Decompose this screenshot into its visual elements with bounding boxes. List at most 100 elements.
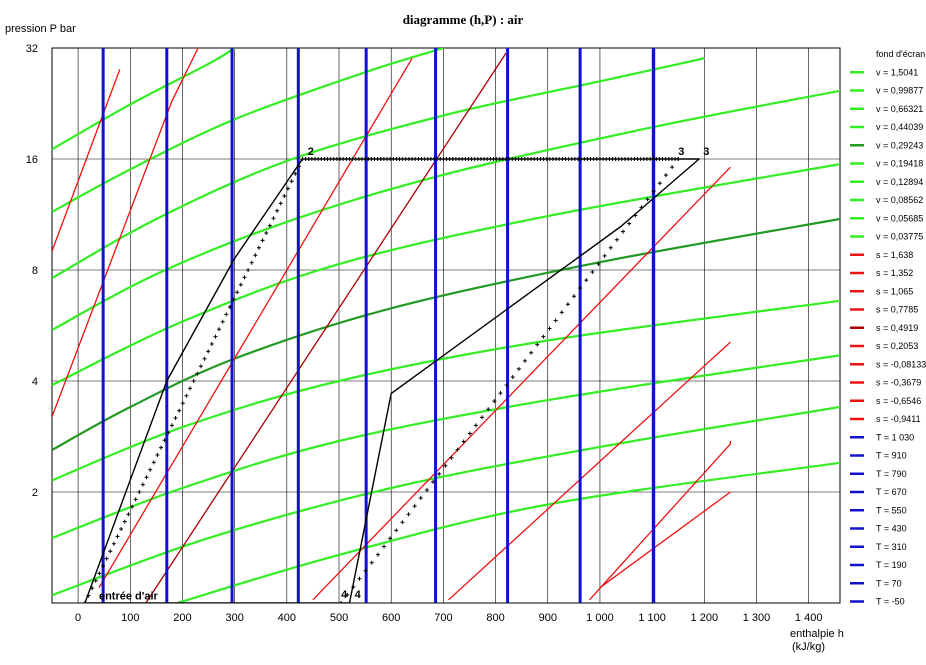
marker-plus: [663, 173, 668, 178]
isochore-line: [52, 354, 840, 540]
y-axis-label: pression P bar: [5, 23, 76, 35]
marker-plus: [267, 223, 272, 228]
marker-plus: [166, 430, 171, 435]
legend-label: T = 430: [876, 524, 907, 534]
marker-plus: [572, 294, 577, 299]
marker-plus: [639, 205, 644, 210]
marker-plus: [627, 221, 632, 226]
isochore-line: [52, 163, 840, 387]
x-axis-unit: (kJ/kg): [792, 641, 825, 653]
marker-plus: [553, 318, 558, 323]
marker-plus: [162, 438, 167, 443]
marker-plus: [363, 568, 368, 573]
legend-label: s = -0,9411: [876, 414, 921, 424]
isentrope-line: [52, 69, 121, 252]
isentrope-line: [589, 441, 732, 601]
marker-plus: [375, 552, 380, 557]
marker-plus: [565, 302, 570, 307]
marker-plus: [101, 564, 106, 568]
marker-plus: [177, 408, 182, 413]
marker-plus: [602, 253, 607, 258]
marker-plus: [82, 601, 87, 603]
marker-plus: [242, 275, 247, 280]
marker-plus: [155, 453, 160, 457]
marker-plus: [206, 349, 211, 354]
marker-plus: [394, 528, 399, 533]
marker-plus: [140, 482, 145, 487]
x-tick-label: 100: [121, 612, 139, 624]
marker-plus: [104, 556, 109, 561]
x-tick-label: 800: [486, 612, 504, 624]
marker-plus: [271, 216, 276, 221]
marker-plus: [148, 467, 153, 472]
legend-label: fond d'écran: [876, 49, 925, 59]
x-tick-label: 1 400: [795, 612, 823, 624]
curves-group: [52, 48, 840, 603]
marker-plus: [151, 460, 156, 465]
marker-plus: [406, 512, 411, 517]
marker-plus: [90, 586, 95, 591]
marker-plus: [345, 592, 350, 597]
isochore-line: [52, 217, 840, 451]
isochore-line: [52, 48, 236, 151]
marker-plus: [209, 342, 214, 346]
legend-label: T = 670: [876, 487, 907, 497]
marker-plus: [184, 393, 189, 398]
marker-plus: [253, 253, 258, 258]
marker-plus: [614, 237, 619, 242]
marker-plus: [86, 593, 91, 598]
marker-plus: [202, 356, 207, 361]
x-tick-label: 1 100: [638, 612, 666, 624]
marker-plus: [449, 455, 454, 460]
x-tick-label: 300: [225, 612, 243, 624]
legend-label: T = 190: [876, 560, 907, 570]
marker-plus: [93, 578, 98, 583]
marker-plus: [676, 157, 681, 161]
plot-frame: [51, 47, 841, 604]
marker-plus: [645, 197, 650, 202]
marker-plus: [596, 261, 601, 266]
marker-plus: [431, 479, 436, 484]
legend-label: s = -0,6546: [876, 396, 921, 406]
legend-label: v = 0,66321: [876, 104, 923, 114]
marker-plus: [296, 164, 301, 169]
marker-plus: [621, 229, 626, 234]
marker-plus: [657, 181, 662, 186]
isochore-line: [52, 48, 444, 213]
marker-plus: [437, 471, 442, 476]
marker-plus: [388, 536, 393, 541]
marker-plus: [547, 326, 552, 331]
legend-label: T = -50: [876, 597, 905, 607]
marker-plus: [357, 576, 362, 581]
marker-plus: [467, 431, 472, 436]
legend-label: s = 1,065: [876, 286, 913, 296]
marker-plus: [246, 268, 251, 272]
marker-plus: [235, 290, 240, 295]
x-tick-label: 700: [434, 612, 452, 624]
marker-plus: [293, 171, 298, 176]
marker-plus: [195, 371, 200, 376]
marker-plus: [461, 439, 466, 444]
isochore-line: [52, 299, 840, 482]
y-tick-label: 2: [32, 487, 38, 499]
marker-plus: [264, 231, 269, 235]
legend-label: T = 310: [876, 542, 907, 552]
marker-plus: [217, 327, 222, 332]
marker-plus: [522, 358, 527, 363]
isentrope-line: [448, 341, 731, 601]
marker-plus: [504, 383, 509, 388]
marker-plus: [180, 401, 185, 406]
marker-plus: [188, 386, 193, 391]
cycle-point-label: 4: [355, 589, 362, 601]
marker-plus: [231, 297, 236, 302]
marker-plus: [486, 407, 491, 412]
legend-label: v = 0,12894: [876, 177, 923, 187]
marker-plus: [584, 278, 589, 283]
marker-plus: [126, 512, 131, 517]
marker-plus: [220, 319, 225, 324]
marker-plus: [382, 544, 387, 549]
marker-plus: [418, 496, 423, 501]
x-axis-label: enthalpie h: [790, 628, 844, 640]
marker-plus: [122, 519, 127, 524]
